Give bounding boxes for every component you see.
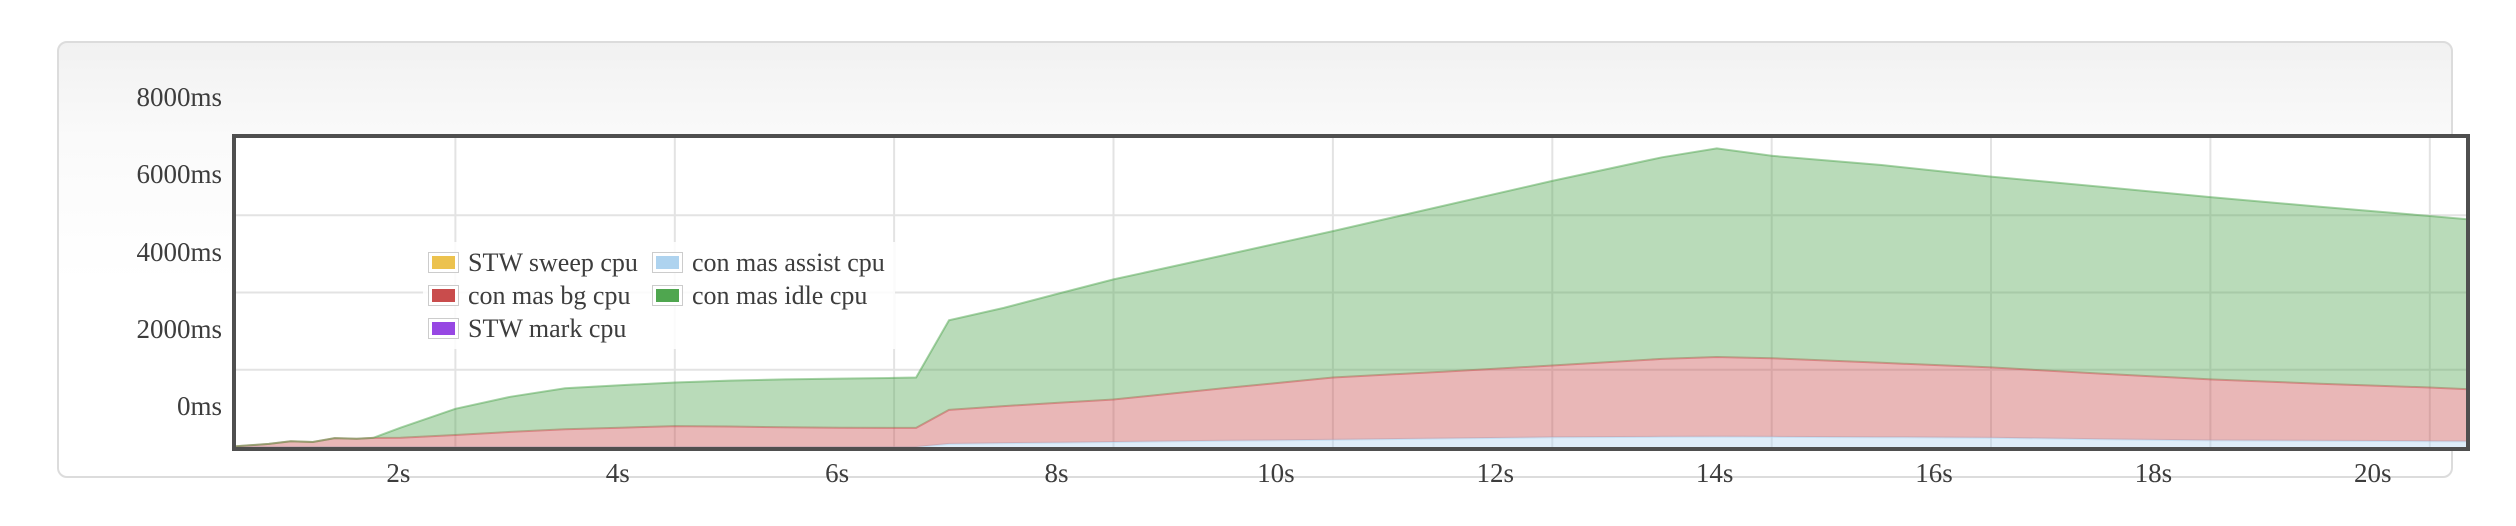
- legend-swatch: [428, 252, 459, 273]
- area-band: [236, 436, 2466, 447]
- area-top-line: [236, 147, 2466, 447]
- chart-legend: STW sweep cpu con mas assist cpu con mas b…: [423, 242, 895, 349]
- y-tick-label: 0ms: [176, 391, 222, 421]
- legend-swatch: [651, 285, 683, 306]
- y-tick-label: 6000ms: [136, 159, 222, 190]
- y-tick-label: 4000ms: [136, 236, 222, 267]
- x-tick-label: 4s: [605, 458, 630, 488]
- x-tick-label: 20s: [2354, 458, 2392, 488]
- x-tick-label: 2s: [386, 458, 411, 488]
- y-tick-label: 2000ms: [136, 313, 222, 344]
- x-tick-label: 14s: [1695, 458, 1734, 488]
- legend-item: con mas idle cpu: [651, 279, 885, 312]
- legend-item: STW sweep cpu: [428, 246, 638, 279]
- legend-label: STW sweep cpu: [468, 247, 638, 277]
- legend-swatch: [428, 318, 459, 339]
- legend-label: con mas bg cpu: [468, 280, 631, 310]
- x-tick-label: 16s: [1915, 458, 1953, 488]
- x-tick-label: 18s: [2134, 458, 2173, 488]
- legend-swatch-color: [432, 289, 455, 302]
- x-tick-label: 10s: [1257, 458, 1295, 488]
- area-top-line: [236, 435, 2466, 447]
- plot-area[interactable]: STW sweep cpu con mas assist cpu con mas b…: [232, 134, 2470, 451]
- legend-swatch-color: [655, 256, 679, 269]
- area-band: [236, 148, 2466, 447]
- y-tick-label: 8000ms: [136, 82, 222, 112]
- legend-label: con mas idle cpu: [691, 280, 868, 310]
- x-tick-label: 12s: [1476, 458, 1515, 488]
- legend-item: con mas bg cpu: [428, 279, 638, 312]
- legend-swatch-color: [432, 322, 455, 335]
- legend-swatch: [651, 252, 683, 273]
- x-tick-label: 8s: [1044, 458, 1069, 488]
- legend-swatch: [428, 285, 459, 306]
- legend-label: con mas assist cpu: [691, 247, 885, 277]
- legend-item: STW mark cpu: [428, 312, 638, 345]
- legend-label: STW mark cpu: [468, 313, 627, 343]
- chart-card: STW sweep cpu con mas assist cpu con mas b…: [57, 41, 2470, 488]
- x-tick-label: 6s: [825, 458, 850, 488]
- legend-swatch-color: [432, 256, 455, 269]
- area-band: [236, 357, 2466, 447]
- legend-swatch-color: [655, 289, 679, 302]
- legend-item: con mas assist cpu: [651, 246, 885, 279]
